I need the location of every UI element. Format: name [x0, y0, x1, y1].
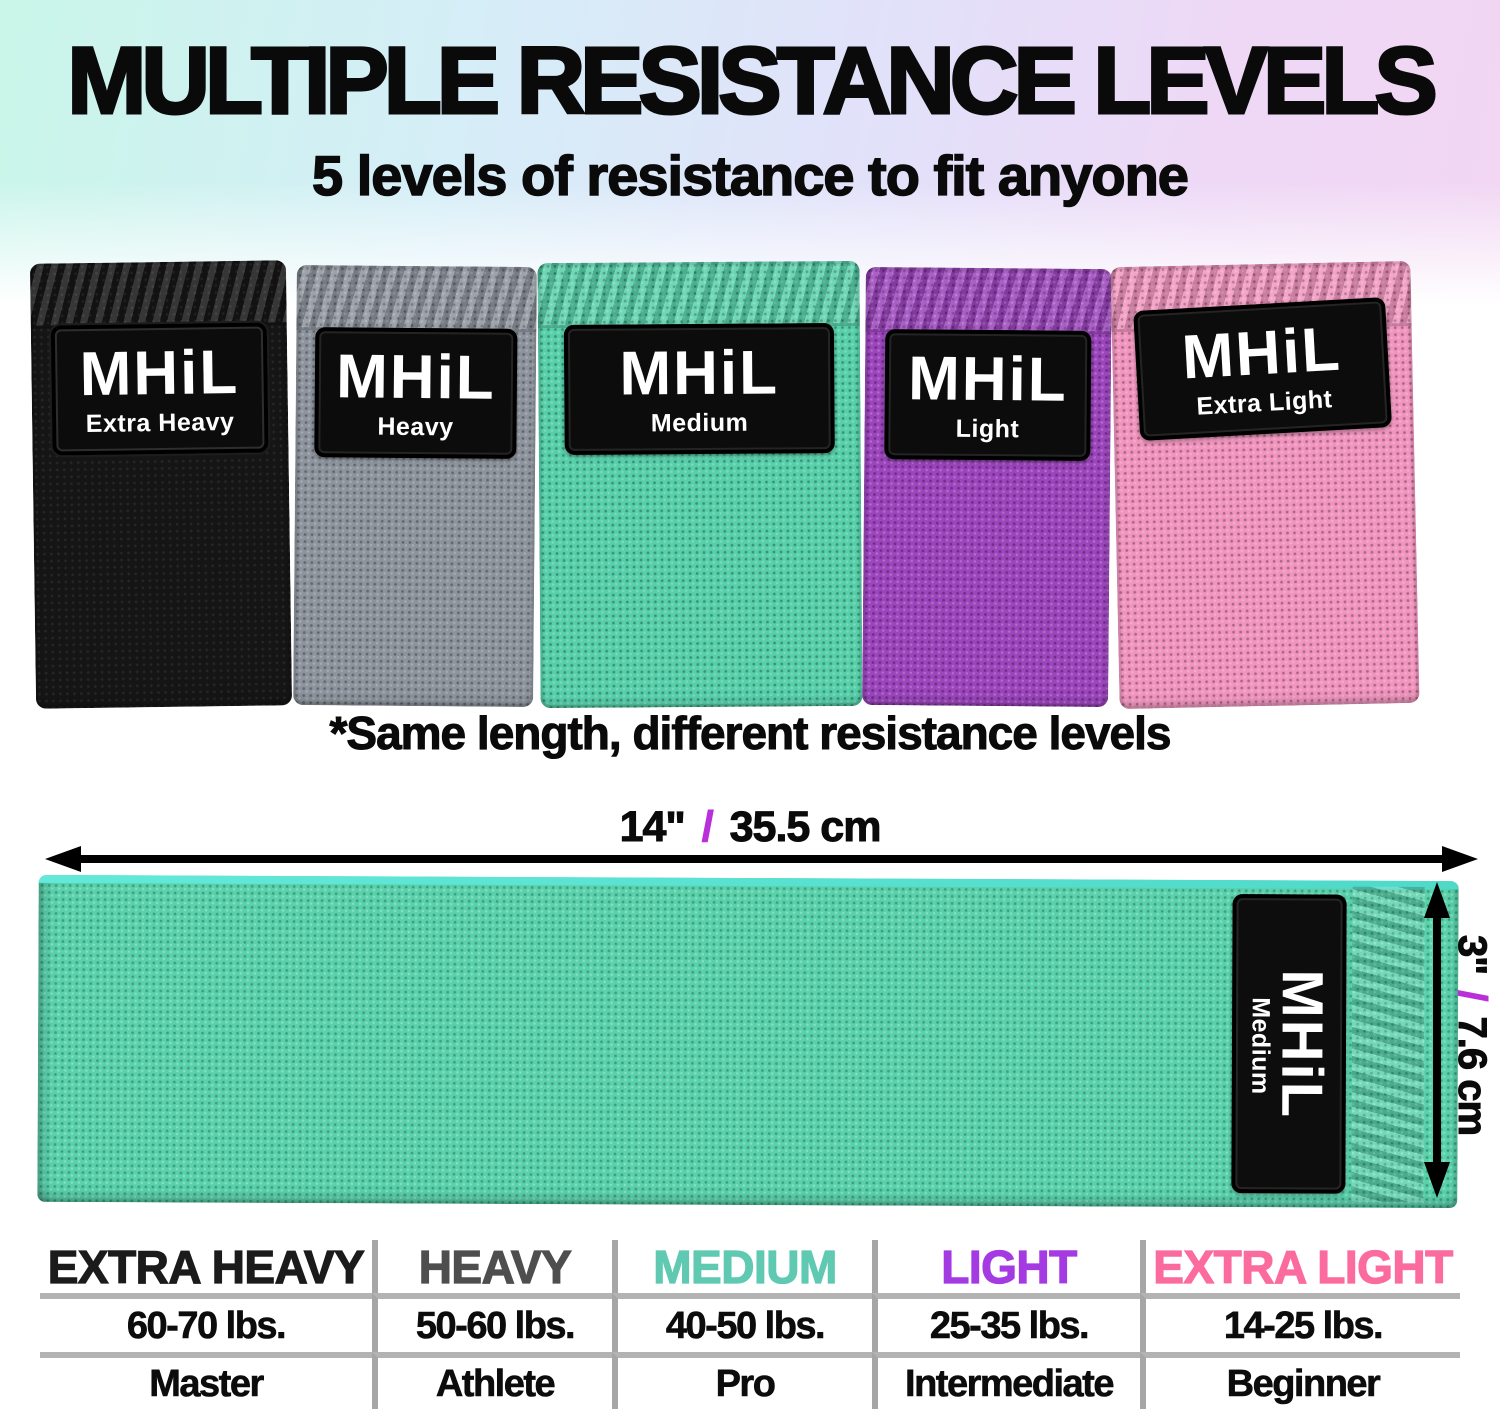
- band-extra-light: MHiL Extra Light: [1110, 260, 1420, 710]
- brand-logo: MHiL: [79, 337, 240, 409]
- band-top-edge: [38, 874, 1459, 890]
- band-label-patch: MHiL Extra Heavy: [51, 322, 269, 456]
- length-centimeters: 35.5 cm: [729, 803, 882, 851]
- arrow-head-right-icon: [1442, 846, 1478, 872]
- column-header: HEAVY: [418, 1240, 572, 1293]
- same-length-note: *Same length, different resistance level…: [329, 707, 1172, 759]
- table-level-cell: Master: [40, 1352, 372, 1409]
- table-weight-cell: 50-60 lbs.: [372, 1293, 612, 1352]
- band-fold-seam: [29, 260, 287, 326]
- band-fold-seam: [1351, 886, 1425, 1202]
- weight-range: 60-70 lbs.: [126, 1304, 287, 1347]
- resistance-spec-table: EXTRA HEAVY HEAVY MEDIUM LIGHT EXTRA LIG…: [40, 1240, 1460, 1409]
- band-level-label: Light: [955, 414, 1020, 443]
- band-label-patch: MHiL Light: [883, 329, 1092, 461]
- table-header-cell: EXTRA LIGHT: [1140, 1240, 1460, 1293]
- table-level-cell: Athlete: [372, 1352, 612, 1409]
- brand-logo: MHiL: [619, 337, 780, 409]
- arrow-head-bottom-icon: [1424, 1162, 1450, 1198]
- experience-level: Intermediate: [905, 1362, 1115, 1405]
- weight-range: 40-50 lbs.: [665, 1304, 826, 1347]
- weight-range: 25-35 lbs.: [929, 1304, 1090, 1347]
- page-subtitle: 5 levels of resistance to fit anyone: [311, 144, 1189, 207]
- length-dimension-label: 14" / 35.5 cm: [0, 803, 1500, 851]
- band-fold-seam: [296, 264, 537, 330]
- page-title: MULTIPLE RESISTANCE LEVELS: [66, 28, 1439, 134]
- table-header-cell: HEAVY: [372, 1240, 612, 1293]
- band-fold-seam: [537, 260, 860, 326]
- table-header-cell: EXTRA HEAVY: [40, 1240, 372, 1293]
- big-band-medium: MHiL Medium: [37, 874, 1459, 1209]
- column-header: LIGHT: [941, 1240, 1078, 1293]
- experience-level: Master: [149, 1362, 265, 1405]
- band-extra-heavy: MHiL Extra Heavy: [29, 260, 293, 709]
- band-level-label: Extra Heavy: [85, 407, 235, 438]
- experience-level: Beginner: [1226, 1362, 1381, 1405]
- brand-logo: MHiL: [1269, 968, 1335, 1119]
- brand-logo: MHiL: [335, 341, 496, 413]
- table-weight-cell: 60-70 lbs.: [40, 1293, 372, 1352]
- length-inches: 14": [619, 803, 686, 851]
- band-level-label: Heavy: [377, 412, 454, 441]
- table-weight-cell: 25-35 lbs.: [872, 1293, 1140, 1352]
- width-inches: 3": [1450, 934, 1495, 975]
- width-dimension-label: 3" / 7.6 cm: [1450, 925, 1495, 1145]
- weight-range: 14-25 lbs.: [1223, 1304, 1384, 1347]
- column-header: EXTRA LIGHT: [1153, 1240, 1454, 1293]
- band-label-patch: MHiL Heavy: [314, 327, 518, 459]
- band-fold-seam: [865, 266, 1112, 332]
- band-label-patch: MHiL Medium: [563, 323, 836, 455]
- table-level-cell: Intermediate: [872, 1352, 1140, 1409]
- band-medium: MHiL Medium: [537, 260, 863, 709]
- table-level-cell: Pro: [612, 1352, 872, 1409]
- column-header: EXTRA HEAVY: [47, 1240, 365, 1293]
- table-header-cell: MEDIUM: [612, 1240, 872, 1293]
- band-level-label: Medium: [650, 408, 749, 437]
- band-row: MHiL Extra Heavy MHiL Heavy MHiL Medium …: [29, 260, 1453, 714]
- width-centimeters: 7.6 cm: [1450, 1016, 1495, 1136]
- weight-range: 50-60 lbs.: [415, 1304, 576, 1347]
- band-label-patch: MHiL Extra Light: [1133, 297, 1393, 441]
- experience-level: Pro: [715, 1362, 776, 1405]
- table-header-cell: LIGHT: [872, 1240, 1140, 1293]
- dimension-separator: /: [1450, 990, 1495, 1001]
- band-heavy: MHiL Heavy: [293, 264, 537, 708]
- band-label-patch: MHiL Medium: [1231, 894, 1347, 1194]
- table-weight-cell: 14-25 lbs.: [1140, 1293, 1460, 1352]
- column-header: MEDIUM: [653, 1240, 838, 1293]
- experience-level: Athlete: [435, 1362, 556, 1405]
- brand-logo: MHiL: [1180, 314, 1344, 392]
- dimension-separator: /: [701, 803, 714, 851]
- horizontal-dimension-arrow-icon: [45, 846, 1478, 872]
- brand-logo: MHiL: [907, 343, 1068, 415]
- arrow-line: [1433, 906, 1441, 1174]
- table-weight-cell: 40-50 lbs.: [612, 1293, 872, 1352]
- arrow-line: [69, 855, 1454, 863]
- band-level-label: Extra Light: [1195, 384, 1334, 421]
- table-level-cell: Beginner: [1140, 1352, 1460, 1409]
- band-light: MHiL Light: [862, 266, 1112, 708]
- vertical-dimension-arrow-icon: [1424, 882, 1450, 1198]
